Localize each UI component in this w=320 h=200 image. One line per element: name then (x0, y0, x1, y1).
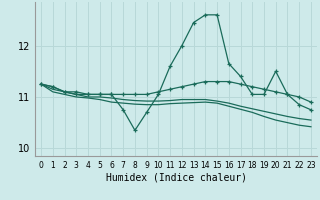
X-axis label: Humidex (Indice chaleur): Humidex (Indice chaleur) (106, 173, 246, 183)
